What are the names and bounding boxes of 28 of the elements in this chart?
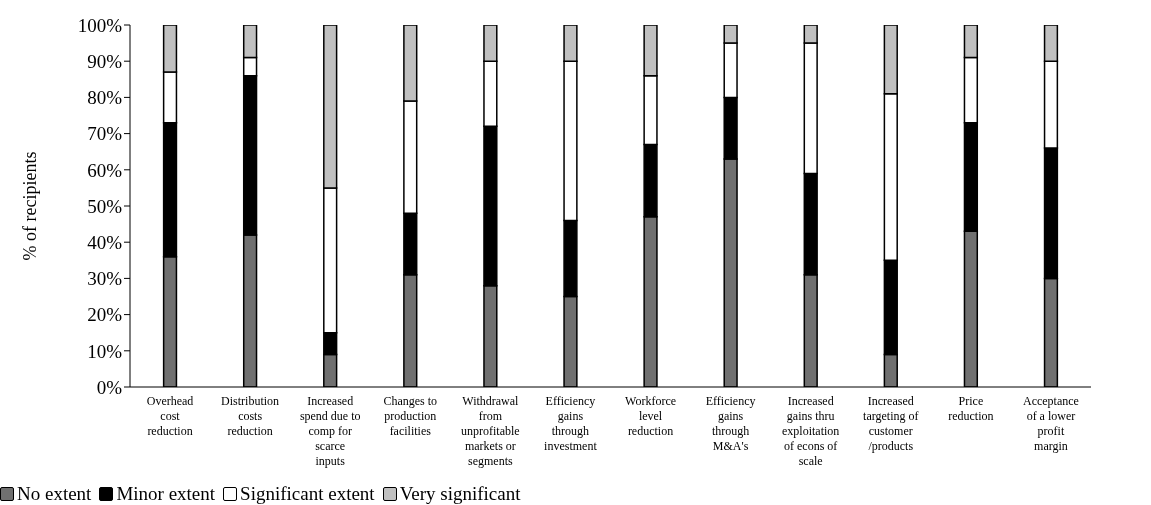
y-tick-label: 0% bbox=[96, 376, 123, 398]
x-tick-label: Increased spend due to comp for scarce inputs bbox=[299, 394, 361, 468]
x-tick-label: Changes to production facilities bbox=[383, 394, 438, 438]
y-tick-label: 40% bbox=[87, 231, 123, 253]
legend-label: Very significant bbox=[399, 483, 521, 505]
legend-label: No extent bbox=[17, 483, 92, 505]
x-tick-label: Workforce level reduction bbox=[625, 394, 677, 438]
x-tick-label: Increased targeting of customer /products bbox=[863, 394, 919, 453]
x-tick-label: Distribution costs reduction bbox=[221, 394, 280, 438]
y-tick-label: 80% bbox=[87, 87, 123, 109]
y-tick-label: 60% bbox=[87, 159, 123, 181]
x-tick-label: Overhead cost reduction bbox=[146, 394, 194, 438]
x-tick-label: Withdrawal from unprofitable markets or segments bbox=[461, 394, 520, 468]
y-tick-label: 100% bbox=[77, 14, 123, 36]
y-tick-label: 20% bbox=[87, 304, 123, 326]
y-tick-label: 50% bbox=[87, 195, 123, 217]
x-tick-label: Efficiency gains through M&A's bbox=[705, 394, 756, 453]
x-tick-label: Acceptance of a lower profit margin bbox=[1022, 394, 1079, 453]
y-axis-title: % of recipients bbox=[20, 151, 41, 261]
x-tick-label: Price reduction bbox=[948, 394, 994, 423]
x-tick-label: Efficiency gains through investment bbox=[544, 394, 598, 453]
legend-label: Minor extent bbox=[116, 483, 216, 505]
y-tick-label: 70% bbox=[87, 123, 123, 145]
y-tick-label: 30% bbox=[87, 268, 123, 290]
legend-label: Significant extent bbox=[240, 483, 375, 505]
x-tick-label: Increased gains thru exploitation of econs of scale bbox=[782, 394, 840, 468]
y-tick-label: 10% bbox=[87, 340, 123, 362]
y-tick-label: 90% bbox=[87, 50, 123, 72]
